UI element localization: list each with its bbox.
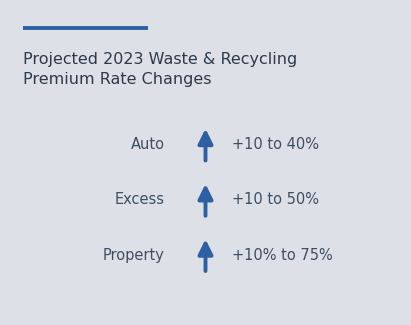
Text: +10 to 40%: +10 to 40% xyxy=(232,137,319,152)
Text: +10 to 50%: +10 to 50% xyxy=(232,192,319,207)
Text: Projected 2023 Waste & Recycling
Premium Rate Changes: Projected 2023 Waste & Recycling Premium… xyxy=(23,52,297,87)
Text: +10% to 75%: +10% to 75% xyxy=(232,248,333,263)
Text: Excess: Excess xyxy=(114,192,164,207)
Text: Property: Property xyxy=(102,248,164,263)
Text: Auto: Auto xyxy=(130,137,164,152)
